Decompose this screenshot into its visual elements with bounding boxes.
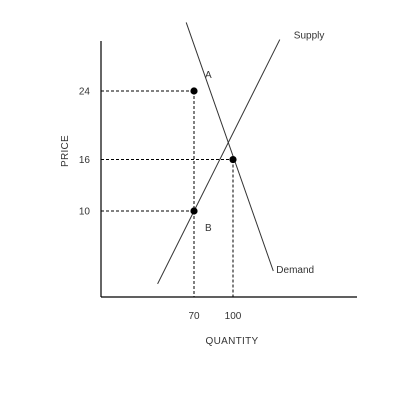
curves bbox=[157, 22, 281, 285]
guide-lines bbox=[101, 90, 234, 297]
axes bbox=[100, 41, 357, 298]
x-axis-title: QUANTITY bbox=[206, 336, 259, 347]
supply-label: Supply bbox=[294, 31, 325, 42]
labels: QUANTITY PRICE Supply Demand A B bbox=[60, 31, 324, 347]
point-b bbox=[190, 207, 198, 215]
demand-label: Demand bbox=[276, 265, 314, 276]
point-label-b: B bbox=[205, 223, 212, 234]
y-tick-label: 24 bbox=[79, 86, 91, 97]
y-axis-title: PRICE bbox=[60, 135, 71, 167]
y-tick-label: 16 bbox=[79, 155, 91, 166]
y-tick-label: 10 bbox=[79, 206, 91, 217]
demand-curve bbox=[185, 22, 274, 272]
point-label-a: A bbox=[205, 70, 212, 81]
x-tick-label: 100 bbox=[225, 311, 242, 322]
point-a bbox=[190, 87, 198, 95]
tick-labels: 24 16 10 70 100 bbox=[79, 86, 242, 322]
supply-curve bbox=[157, 39, 281, 285]
point-equilibrium bbox=[229, 155, 237, 164]
x-tick-label: 70 bbox=[188, 311, 200, 322]
points bbox=[190, 87, 237, 215]
